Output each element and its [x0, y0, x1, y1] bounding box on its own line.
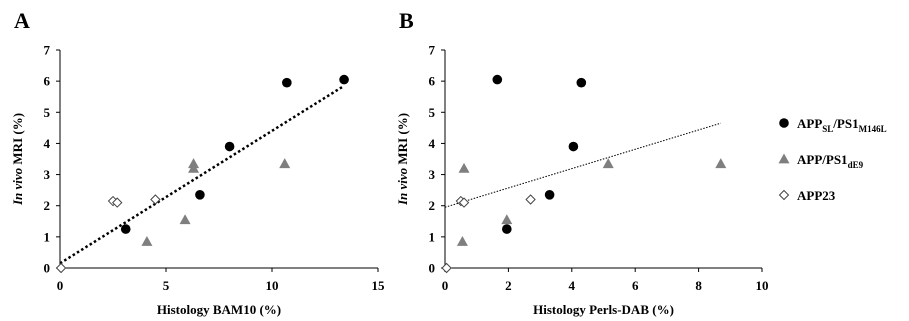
y-tick-label: 6 [44, 74, 51, 89]
data-point-triangle [501, 214, 513, 225]
y-tick-label: 3 [44, 167, 51, 182]
data-point-circle [195, 190, 205, 200]
x-axis-title: Histology Perls-DAB (%) [533, 302, 674, 317]
legend-entry-label: APP/PS1dE9 [797, 152, 864, 170]
data-point-triangle [141, 236, 153, 246]
panel-label: A [14, 8, 30, 33]
y-tick-label: 3 [429, 167, 436, 182]
panel-label: B [399, 8, 414, 33]
x-tick-label: 0 [57, 278, 64, 293]
data-point-circle [576, 77, 587, 88]
data-point-diamond [525, 194, 536, 205]
data-point-triangle [456, 236, 468, 246]
y-axis-title: In vivo MRI (%) [395, 113, 410, 206]
legend-entry-label: APPSL/PS1M146L [797, 116, 887, 134]
y-axis-title: In vivo MRI (%) [10, 113, 25, 206]
legend-marker-circle [779, 118, 789, 128]
y-tick-label: 0 [44, 261, 51, 276]
y-tick-label: 5 [44, 105, 51, 120]
legend-marker-diamond [778, 189, 790, 201]
x-tick-label: 15 [372, 278, 386, 293]
x-tick-label: 8 [695, 278, 702, 293]
x-tick-label: 6 [632, 278, 639, 293]
data-point-diamond [150, 194, 161, 205]
data-point-diamond [458, 197, 470, 208]
data-point-circle [544, 190, 555, 200]
y-tick-label: 4 [44, 136, 51, 151]
x-axis-title: Histology BAM10 (%) [157, 302, 281, 317]
legend-entry-label: APP23 [797, 188, 836, 203]
trendline [444, 122, 721, 208]
data-point-circle [502, 224, 512, 234]
data-point-triangle [602, 158, 614, 169]
y-tick-label: 4 [429, 136, 436, 151]
x-tick-label: 10 [266, 278, 279, 293]
data-point-triangle [715, 158, 727, 169]
data-point-triangle [458, 162, 470, 173]
panel-b: B 0 1 2 3 4 5 6 7 0 2 4 6 8 10 Histology Perls-DAB (%) I… [395, 8, 769, 317]
data-point-circle [224, 141, 235, 152]
data-point-circle [282, 77, 292, 88]
legend: APPSL/PS1M146L APP/PS1dE9 APP23 [778, 116, 887, 203]
y-tick-label: 6 [429, 74, 436, 89]
x-tick-label: 0 [442, 278, 449, 293]
y-tick-label: 7 [44, 43, 51, 58]
y-tick-label: 5 [429, 105, 436, 120]
y-tick-label: 1 [429, 229, 436, 244]
x-tick-label: 4 [569, 278, 576, 293]
data-point-diamond [112, 197, 123, 208]
y-tick-label: 7 [429, 43, 436, 58]
data-point-triangle [179, 214, 191, 225]
y-tick-label: 2 [429, 198, 436, 213]
data-point-circle [339, 74, 349, 85]
legend-marker-triangle [778, 153, 790, 164]
y-tick-label: 2 [44, 198, 51, 213]
x-tick-label: 2 [505, 278, 512, 293]
data-point-circle [568, 141, 579, 152]
y-tick-label: 1 [44, 229, 51, 244]
trendline [59, 84, 345, 265]
data-point-triangle [279, 158, 291, 169]
y-tick-label: 0 [429, 261, 436, 276]
data-point-circle [120, 224, 131, 234]
panel-a: A 0 1 2 3 4 5 6 7 0 5 10 15 Histology BAM10 (%) In viv… [10, 8, 385, 317]
data-point-diamond [55, 262, 67, 274]
x-tick-label: 10 [756, 278, 769, 293]
data-point-triangle [188, 158, 200, 169]
data-point-circle [492, 74, 503, 85]
x-tick-label: 5 [163, 278, 170, 293]
data-point-diamond [441, 262, 452, 274]
